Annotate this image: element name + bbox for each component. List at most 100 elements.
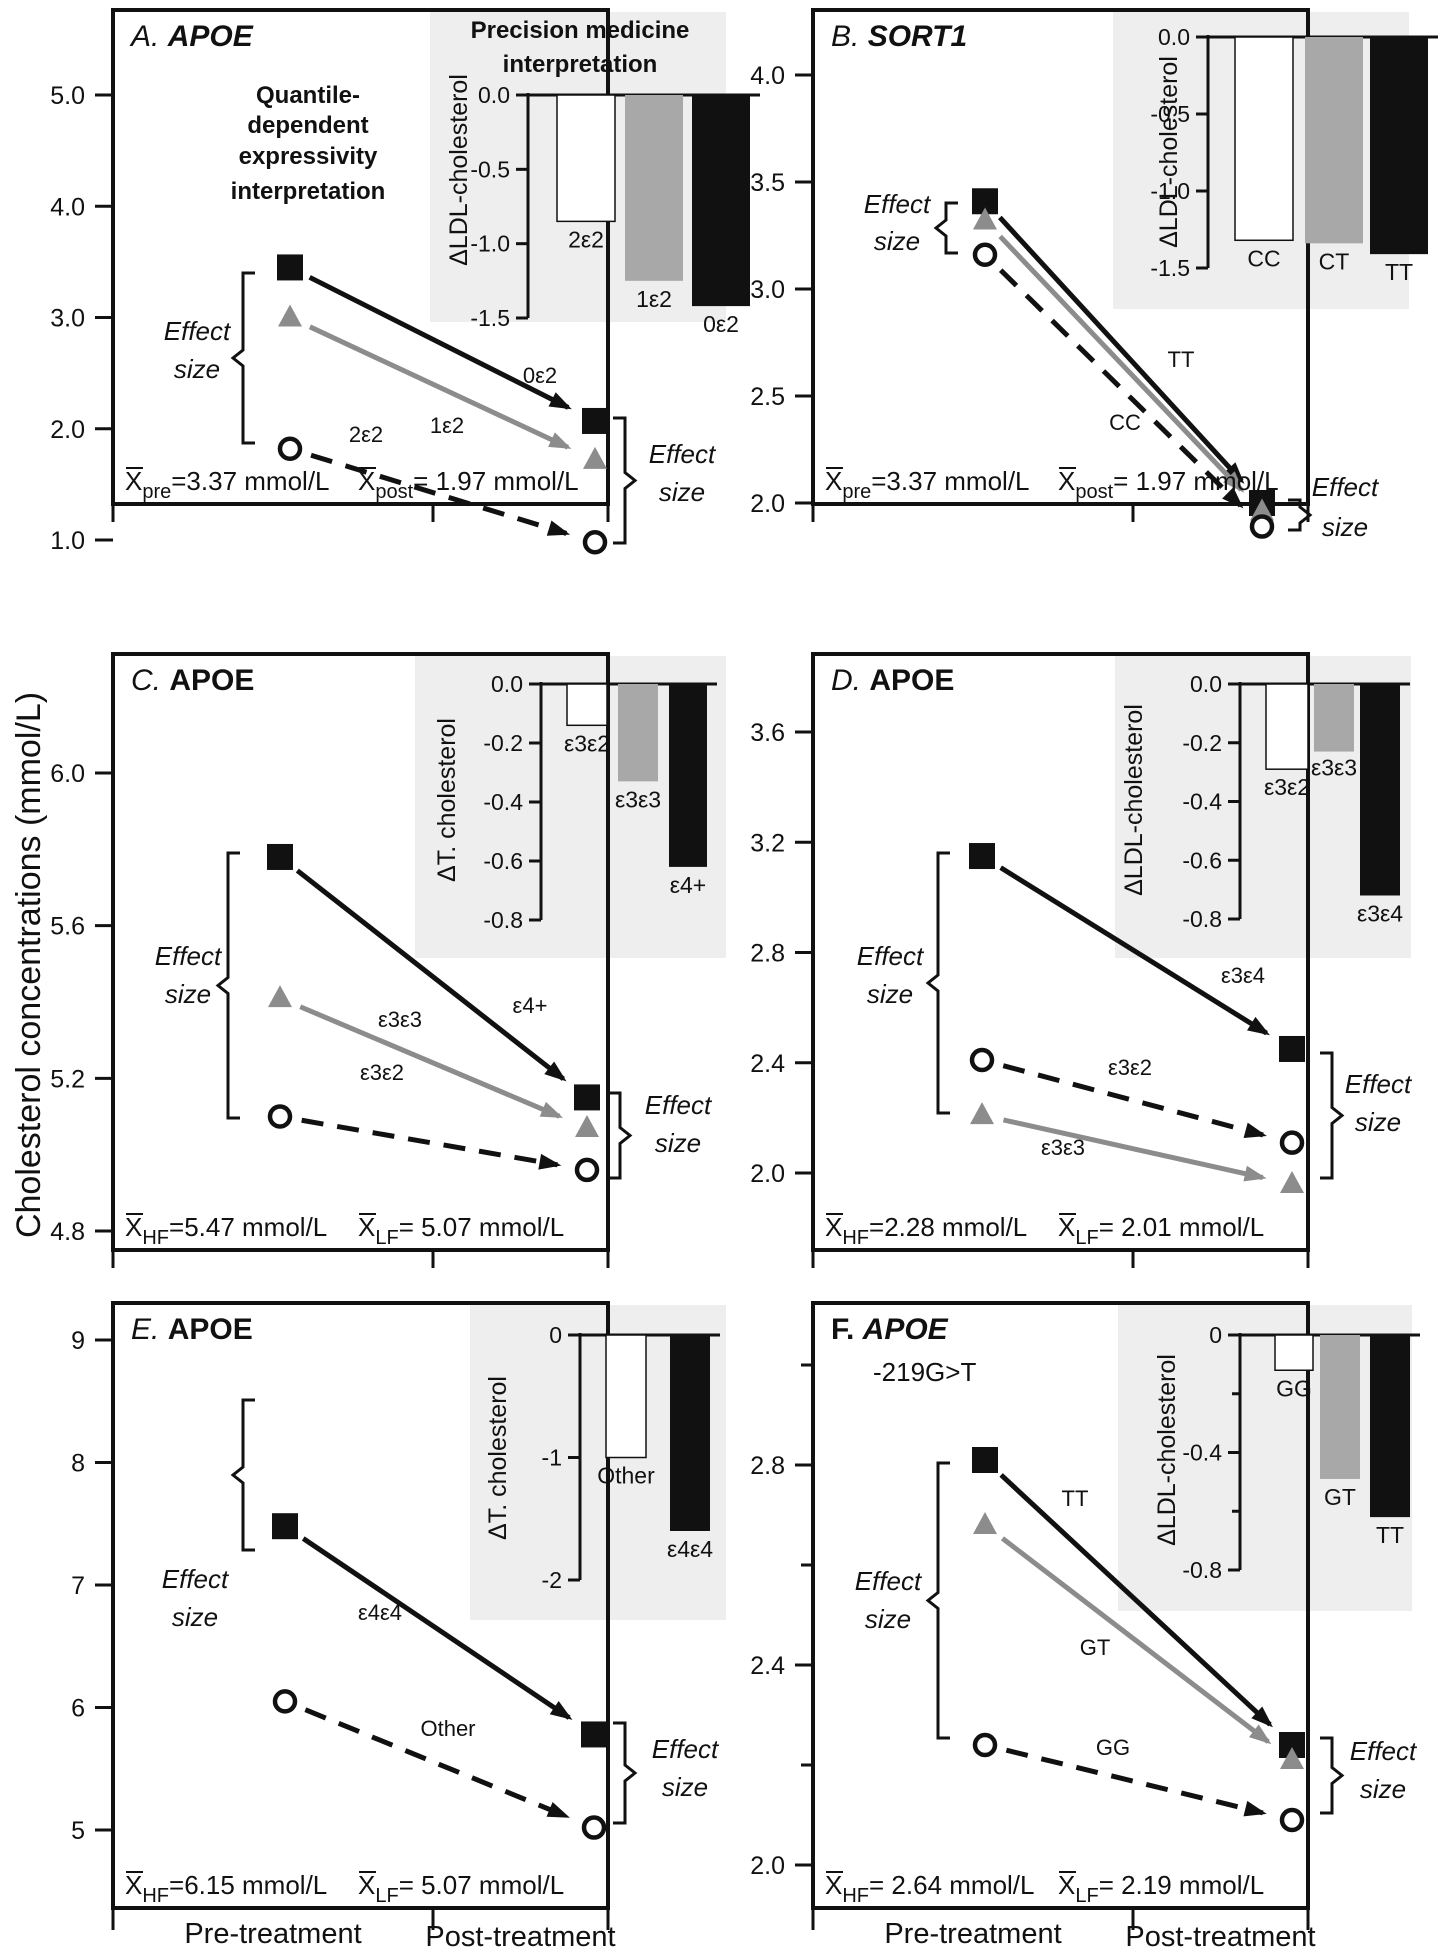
arrowhead: [1249, 1724, 1272, 1745]
mean-value: =2.28 mmol/L: [869, 1212, 1027, 1242]
arrowhead: [548, 432, 572, 449]
inset-bar: [1305, 37, 1363, 244]
effect-size-bracket: [230, 1398, 255, 1552]
gene-name: APOE: [869, 664, 954, 697]
mean-text: XHF=5.47 mmol/L: [125, 1212, 327, 1249]
series-line: [1002, 1063, 1264, 1138]
series-label: ε3ε3: [378, 1007, 422, 1032]
triangle-marker: [973, 1512, 997, 1534]
y-tick-label: 2.0: [750, 1852, 785, 1880]
series-label: TT: [1168, 347, 1195, 372]
effect-size-label: Effect: [652, 1734, 720, 1764]
inset-bar-label: ε3ε4: [1357, 901, 1403, 927]
mean-symbol: X: [825, 466, 842, 496]
y-tick-label: 4.0: [50, 193, 85, 221]
y-tick-label: 4.0: [750, 62, 785, 90]
square-marker: [277, 254, 303, 281]
mean-value: = 5.07 mmol/L: [399, 1212, 564, 1242]
inset-bar-label: ε4ε4: [667, 1536, 713, 1562]
arrowhead: [1222, 487, 1244, 509]
inset-y-label: ΔLDL-cholesterol: [1153, 1354, 1181, 1546]
annotation-text: Quantile-: [256, 82, 360, 109]
y-tick-label: 5.2: [50, 1065, 85, 1093]
inset-bar: [1314, 684, 1354, 752]
series-line: [308, 324, 569, 450]
inset-y-tick-label: -0.4: [1182, 789, 1222, 815]
inset-y-tick-label: -0.6: [483, 848, 523, 874]
series-label: 1ε2: [430, 413, 464, 438]
mean-subscript: LF: [375, 1885, 398, 1907]
arrowhead: [544, 1061, 567, 1082]
panel-letter: E.: [131, 1313, 168, 1346]
triangle-marker: [973, 207, 997, 230]
square-marker: [272, 1513, 298, 1540]
inset-bar: [670, 1335, 710, 1531]
panel-title: A. APOE: [129, 20, 254, 53]
effect-size-bracket: [613, 1721, 638, 1825]
panel-title: D. APOE: [831, 664, 954, 697]
inset-y-tick-label: -1.0: [1150, 178, 1190, 204]
y-tick-label: 3.5: [750, 169, 785, 197]
series-line: [998, 215, 1244, 483]
gene-name: SORT1: [868, 20, 967, 53]
inset-bar-chart: 0.0 -0.5 -1.0 -1.5 2ε2 1ε2 0ε2 ΔLDL-cholesterol…: [445, 17, 760, 337]
mean-symbol: X: [358, 1212, 375, 1242]
inset-bar-label: TT: [1385, 259, 1413, 285]
inset-bar: [625, 95, 683, 281]
arrowhead: [549, 1700, 573, 1720]
effect-size-label: size: [1360, 1774, 1406, 1804]
inset-y-label: ΔT. cholesterol: [484, 1376, 512, 1540]
inset-background: [1118, 1305, 1412, 1611]
y-tick-label: 1.0: [50, 527, 85, 555]
mean-symbol: X: [125, 1870, 142, 1900]
panel-letter: C.: [131, 664, 169, 697]
mean-text: XHF=2.28 mmol/L: [825, 1212, 1027, 1249]
y-tick-label: 3.2: [750, 829, 785, 857]
mean-symbol: X: [1058, 1870, 1075, 1900]
effect-size-label: size: [874, 226, 920, 256]
inset-y-tick-label: 0: [1209, 1322, 1222, 1348]
inset-bar-label: GT: [1324, 1484, 1356, 1510]
series-label: ε3ε2: [360, 1060, 404, 1085]
mean-value: =5.47 mmol/L: [169, 1212, 327, 1242]
panel-border: [811, 1301, 1310, 1910]
inset-y-label: ΔLDL-cholesterol: [1120, 704, 1148, 896]
inset-y-tick-label: -0.4: [483, 789, 523, 815]
circle-marker: [1279, 1130, 1305, 1155]
y-tick-label: 6: [71, 1695, 85, 1723]
inset-y-label: ΔLDL-cholesterol: [445, 74, 473, 266]
y-tick-label: 5.6: [50, 913, 85, 941]
panel-title: B. SORT1: [831, 20, 967, 53]
y-tick-label: 4.8: [50, 1218, 85, 1246]
effect-size-bracket: [1320, 1736, 1345, 1815]
mean-subscript: HF: [842, 1227, 869, 1249]
panel-letter: D.: [831, 664, 869, 697]
gene-name: APOE: [167, 20, 254, 53]
mean-value: = 2.64 mmol/L: [869, 1870, 1034, 1900]
panel-title: F. APOE: [831, 1313, 949, 1346]
series-line: [299, 1004, 561, 1119]
inset-bar: [1274, 1334, 1314, 1371]
y-tick-label: 2.0: [50, 416, 85, 444]
inset-bar: [1265, 683, 1309, 770]
annotation-text: dependent: [247, 112, 368, 139]
panel-letter: F.: [831, 1313, 863, 1346]
series-line: [301, 1536, 571, 1720]
mean-value: =3.37 mmol/L: [871, 466, 1029, 496]
mean-value: = 1.97 mmol/L: [413, 466, 578, 496]
inset-bar: [669, 684, 707, 867]
square-marker: [969, 843, 995, 870]
circle-marker: [574, 1157, 600, 1183]
triangle-marker: [1250, 498, 1274, 521]
effect-size-bracket: [933, 201, 958, 255]
effect-size-label: Effect: [1350, 1736, 1418, 1766]
inset-y-tick-label: -0.2: [483, 730, 523, 756]
y-tick-label: 8: [71, 1450, 85, 1478]
effect-size-label: size: [174, 354, 220, 384]
panel-d: 2.02.42.83.23.6D. APOEε3ε4ε3ε2ε3ε3Effect…: [750, 652, 1413, 1252]
mean-value: = 2.01 mmol/L: [1099, 1212, 1264, 1242]
mean-subscript: pre: [842, 481, 871, 503]
arrowhead: [1247, 1016, 1270, 1036]
circle-marker: [272, 1689, 298, 1714]
